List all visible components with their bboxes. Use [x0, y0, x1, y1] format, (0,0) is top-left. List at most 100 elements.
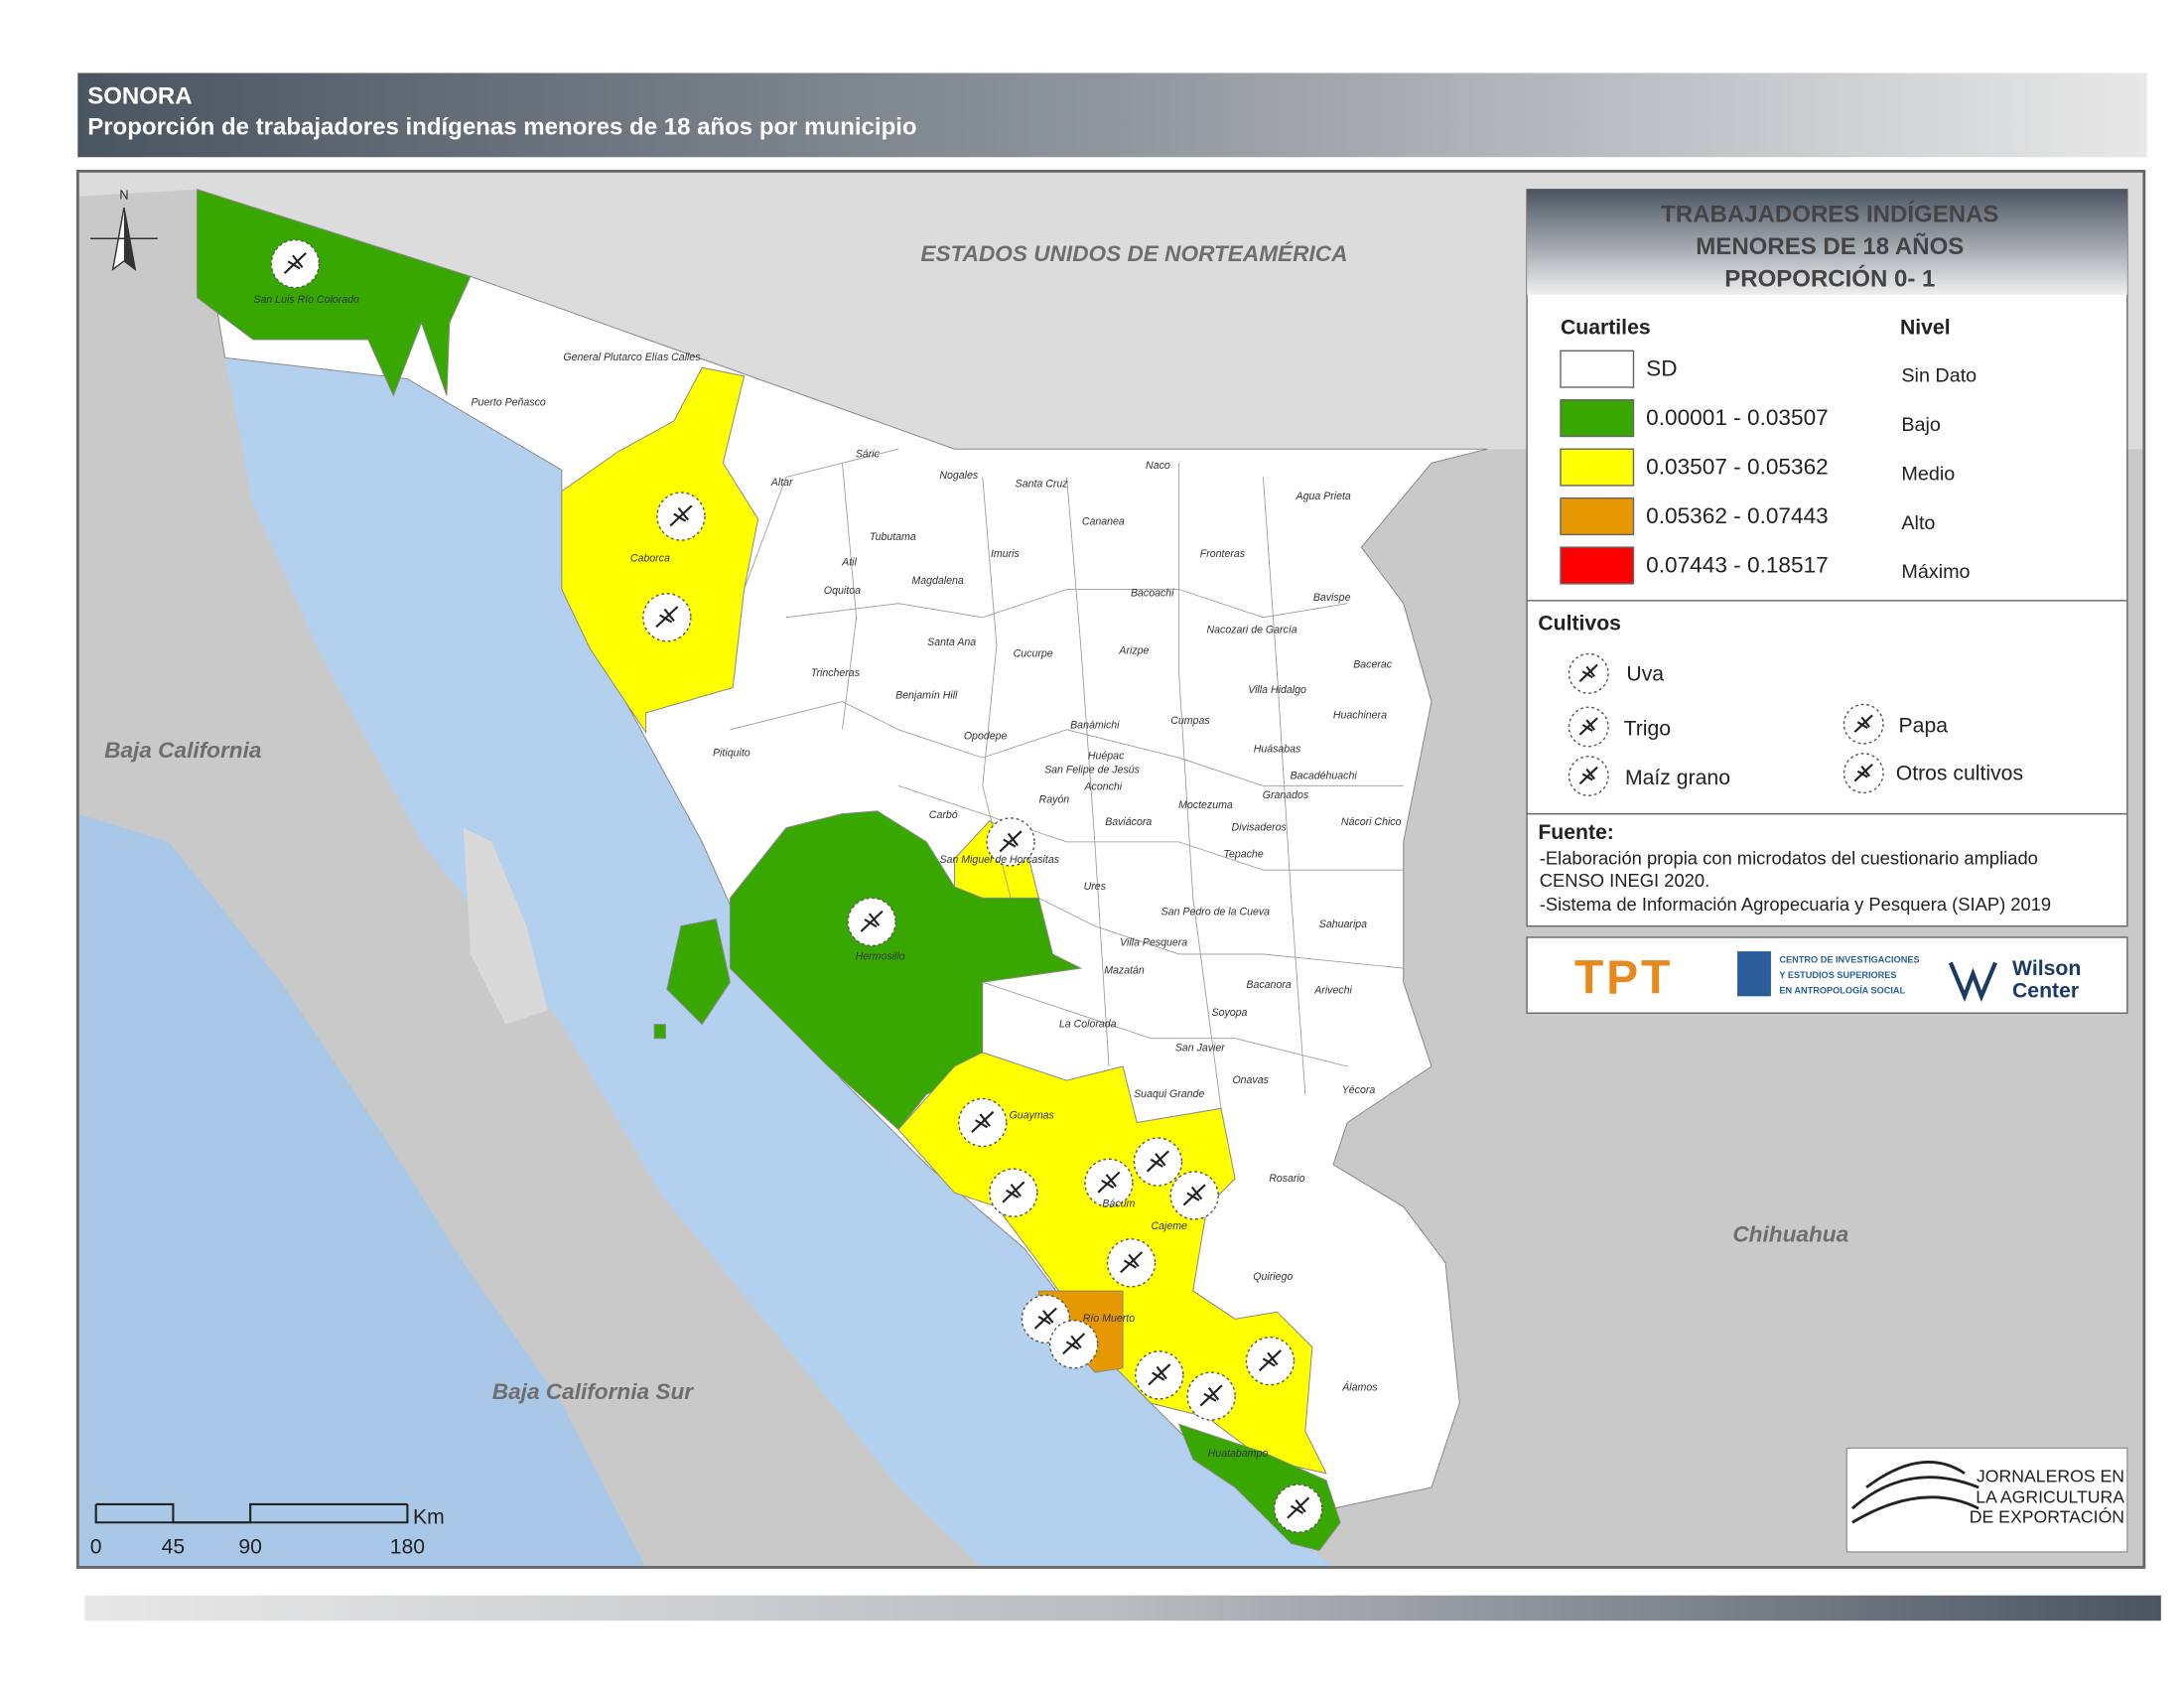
municipality-label: Rosario: [1269, 1173, 1305, 1185]
municipality-label: Cumpas: [1170, 715, 1210, 727]
municipality-border: [1178, 463, 1222, 1109]
legend-swatch: [1560, 448, 1635, 487]
pacific: [77, 813, 646, 1568]
municipality-label: Sáric: [856, 449, 881, 461]
scale-unit: Km: [413, 1506, 445, 1529]
legend-crop: Trigo: [1624, 717, 1672, 740]
municipality-label: Sahuaripa: [1319, 918, 1367, 930]
crop-icon-glyph: [1146, 1150, 1169, 1173]
gulf-of-california: [224, 357, 1334, 1568]
scale-line: [95, 1502, 408, 1524]
legend-title: TRABAJADORES INDÍGENAS: [1661, 200, 1998, 227]
crop-icons: [270, 238, 1323, 1533]
scale-tick: 0: [90, 1535, 102, 1558]
crop-icon-glyph: [1120, 1251, 1144, 1274]
crop-icon-glyph: [1002, 1181, 1025, 1203]
crop-icon-glyph: [1258, 1349, 1283, 1372]
scale-tick: 90: [238, 1535, 262, 1558]
crop-icon-glyph: [1578, 766, 1598, 785]
legend-level: Alto: [1901, 512, 1935, 534]
map-frame: [75, 169, 2146, 1569]
crop-icon-glyph: [999, 830, 1023, 853]
legend-swatch: [1560, 399, 1635, 438]
municipality-label: Suaqui Grande: [1134, 1088, 1204, 1100]
source-heading: Fuente:: [1538, 821, 1614, 844]
municipality-label: Carbó: [929, 809, 958, 821]
legend-title-bg: [1527, 189, 2127, 295]
municipality-label: Moctezuma: [1178, 799, 1233, 811]
municipality-label: General Plutarco Elías Calles: [563, 352, 701, 363]
municipality-label: Naco: [1146, 460, 1170, 472]
municipality-label: Ures: [1084, 881, 1107, 893]
municipality-border: [842, 463, 858, 730]
logo-ciesas: Y ESTUDIOS SUPERIORES: [1779, 970, 1896, 980]
region-label: Baja California: [104, 738, 261, 763]
compass: [90, 208, 158, 271]
municipality-label: Onavas: [1232, 1074, 1269, 1086]
municipality-label: Trincheras: [811, 667, 861, 679]
municipality-label: Cananea: [1082, 516, 1125, 528]
crop-icon-glyph: [1062, 1333, 1086, 1355]
crop-icon-glyph: [1578, 717, 1598, 736]
legend-crop: Uva: [1626, 662, 1664, 685]
municipality-label: Bácum: [1102, 1198, 1135, 1209]
municipality-label: Fronteras: [1200, 548, 1246, 560]
municipality-label: Nácori Chico: [1341, 816, 1402, 828]
municipality-label: Magdalena: [911, 575, 963, 587]
header-title: Proporción de trabajadores indígenas men…: [87, 114, 916, 141]
footer-bar: [84, 1595, 2161, 1622]
scale-tick: 45: [162, 1535, 186, 1558]
legend-level: Sin Dato: [1901, 364, 1977, 386]
municipality-label: San Javier: [1175, 1042, 1225, 1054]
municipality-label: Huépac: [1088, 751, 1125, 763]
crop-icon-glyph: [1853, 714, 1873, 733]
legend-title: MENORES DE 18 AÑOS: [1696, 232, 1964, 260]
logo-jornaleros: LA AGRICULTURA: [1976, 1486, 2124, 1506]
legend-heading: Nivel: [1900, 316, 1951, 339]
logo-jornaleros: DE EXPORTACIÓN: [1970, 1505, 2124, 1526]
scale-line: [94, 1503, 409, 1524]
source-line: -Elaboración propia con microdatos del c…: [1540, 847, 2038, 868]
municipality-label: Nacozari de García: [1207, 624, 1297, 635]
legend-title: PROPORCIÓN 0- 1: [1724, 264, 1935, 292]
legend-level: Bajo: [1901, 414, 1941, 436]
municipality-label: Caborca: [630, 552, 670, 564]
municipality-border: [982, 981, 1348, 1067]
municipality-label: Divisaderos: [1232, 822, 1288, 834]
crop-icon-glyph: [1578, 663, 1598, 682]
legend-range: 0.05362 - 0.07443: [1646, 503, 1829, 528]
municipality-border: [1038, 898, 1404, 969]
legend-swatch: [1560, 546, 1635, 585]
crop-icon-glyph: [1148, 1363, 1171, 1386]
municipality-label: Tubutama: [870, 531, 916, 543]
municipality-label: Bacerac: [1353, 659, 1393, 671]
municipality-label: Bacanora: [1246, 979, 1291, 991]
municipality-label: Banámichi: [1070, 719, 1120, 731]
logo-jornaleros: JORNALEROS EN: [1977, 1466, 2124, 1485]
crop-icon-glyph: [1097, 1171, 1121, 1194]
municipality-label: San Felipe de Jesús: [1044, 765, 1141, 776]
municipality-label: Bacoachi: [1131, 588, 1174, 600]
municipality-area: [561, 366, 759, 735]
legend-swatch: [1560, 496, 1635, 536]
legend-level: Medio: [1901, 463, 1955, 485]
wilson-mark: [1948, 961, 1998, 1003]
jornaleros-mark: [1850, 1461, 1979, 1524]
municipality-area: [666, 918, 731, 1026]
municipality-label: Imuris: [991, 548, 1021, 560]
municipality-label: Baviácora: [1105, 816, 1152, 828]
crop-icon-glyph: [971, 1110, 995, 1133]
legend-range: 0.03507 - 0.05362: [1646, 455, 1829, 480]
labels: ESTADOS UNIDOS DE NORTEAMÉRICA Baja Calif…: [104, 241, 1848, 1460]
municipality-label: Hermosillo: [856, 951, 905, 963]
municipality-label: Bacadéhuachi: [1291, 770, 1358, 781]
crop-icon-glyph: [1287, 1496, 1310, 1519]
municipality-label: Huatabampo: [1208, 1448, 1269, 1460]
municipality-label: Río Muerto: [1083, 1313, 1135, 1325]
municipality-label: Santa Cruz: [1016, 478, 1069, 490]
municipality-label: Cucurpe: [1014, 647, 1053, 659]
municipality-label: Huachinera: [1333, 710, 1387, 722]
municipality-area: [653, 1024, 666, 1040]
municipality-label: Agua Prieta: [1296, 491, 1351, 502]
region-label: ESTADOS UNIDOS DE NORTEAMÉRICA: [920, 241, 1347, 266]
